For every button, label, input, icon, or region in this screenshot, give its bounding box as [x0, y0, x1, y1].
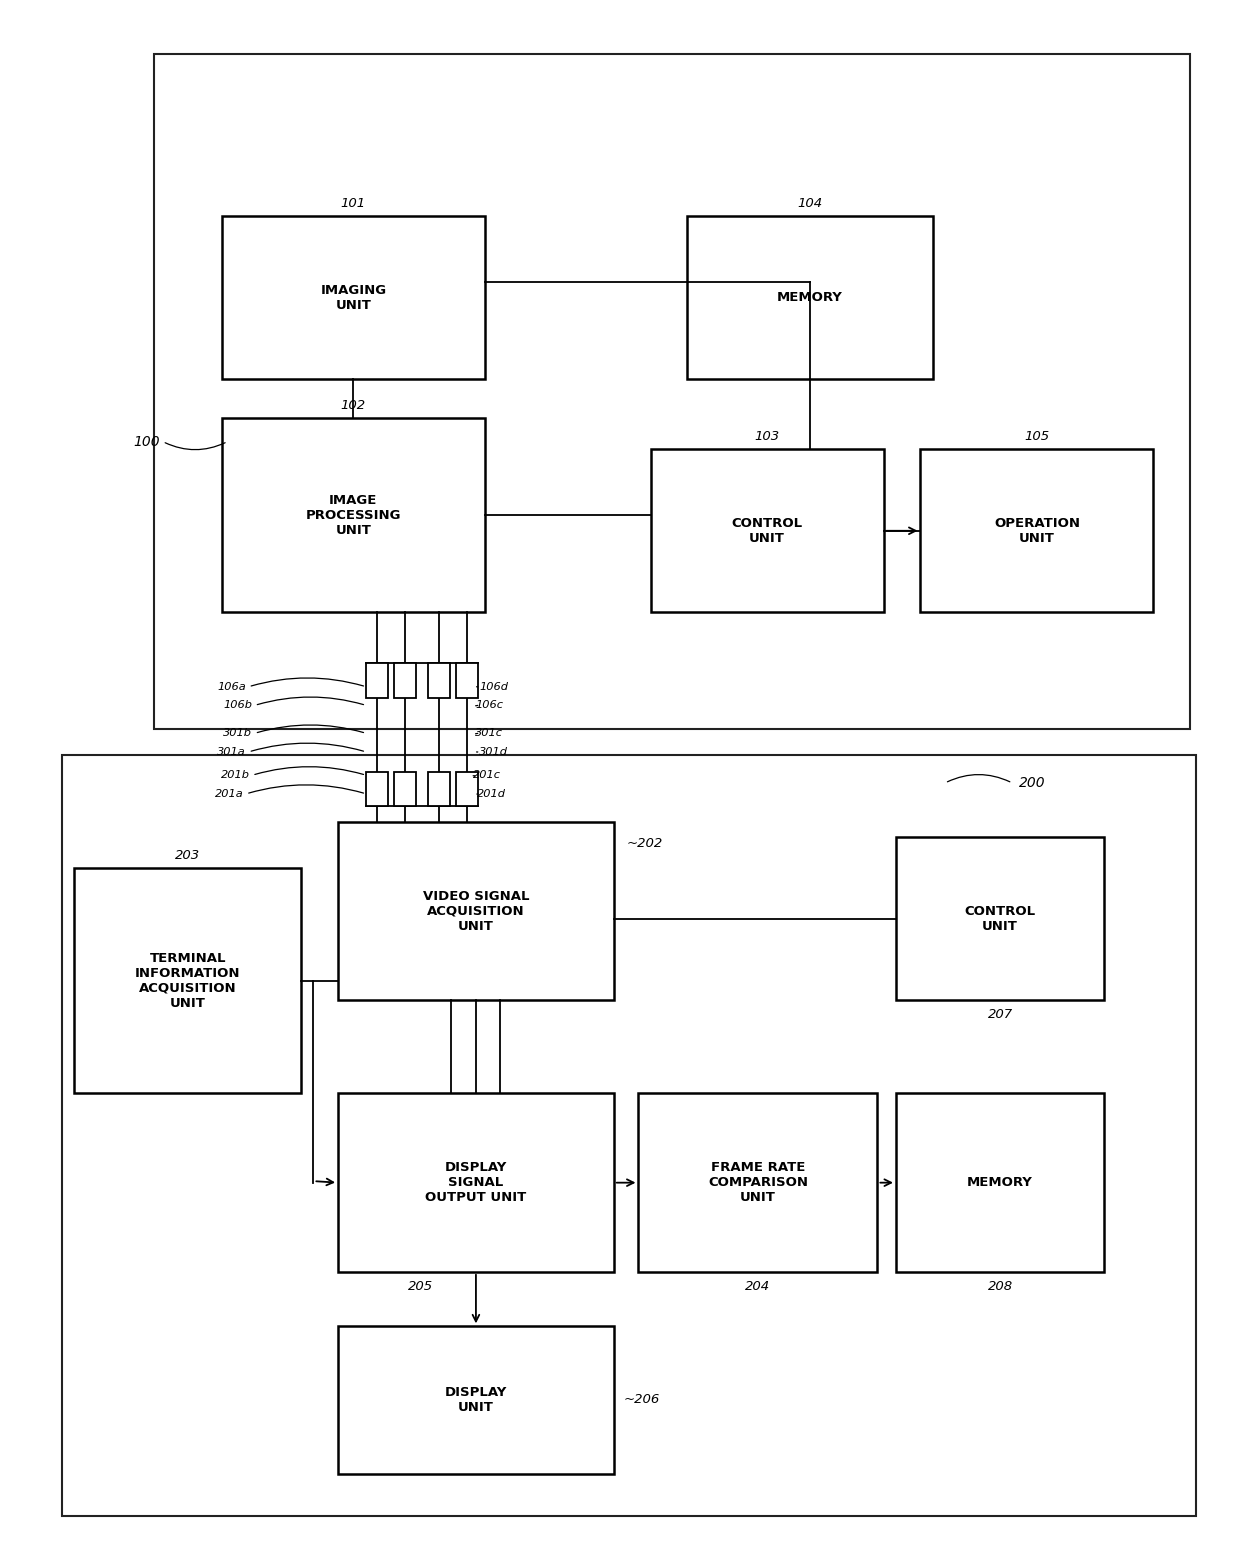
Text: 201d: 201d [476, 789, 506, 799]
Text: 205: 205 [408, 1279, 433, 1292]
Text: IMAGE
PROCESSING
UNIT: IMAGE PROCESSING UNIT [305, 493, 401, 537]
Text: 301a: 301a [217, 747, 246, 756]
Text: 200: 200 [1018, 777, 1045, 789]
Text: MEMORY: MEMORY [967, 1176, 1033, 1189]
Text: OPERATION
UNIT: OPERATION UNIT [994, 517, 1080, 545]
Bar [895, 838, 1105, 1001]
Text: MEMORY: MEMORY [777, 291, 843, 304]
Text: IMAGING
UNIT: IMAGING UNIT [320, 283, 387, 312]
FancyArrowPatch shape [165, 443, 226, 449]
Text: CONTROL
UNIT: CONTROL UNIT [965, 905, 1035, 933]
Bar [428, 664, 450, 697]
Text: 102: 102 [341, 399, 366, 412]
Bar [651, 449, 884, 612]
FancyArrowPatch shape [947, 775, 1009, 781]
Bar [62, 755, 1197, 1516]
Text: FRAME RATE
COMPARISON
UNIT: FRAME RATE COMPARISON UNIT [708, 1160, 808, 1204]
Bar [339, 822, 614, 1001]
FancyArrowPatch shape [252, 744, 363, 752]
Text: 301b: 301b [223, 728, 252, 738]
Text: 201b: 201b [221, 770, 249, 780]
Text: 207: 207 [987, 1009, 1013, 1021]
Text: 105: 105 [1024, 431, 1049, 443]
Bar [394, 664, 417, 697]
Bar [456, 664, 477, 697]
Text: TERMINAL
INFORMATION
ACQUISITION
UNIT: TERMINAL INFORMATION ACQUISITION UNIT [135, 952, 241, 1010]
Text: 301d: 301d [479, 747, 508, 756]
Text: 104: 104 [797, 197, 822, 210]
Text: 106a: 106a [217, 681, 246, 692]
Text: 106d: 106d [479, 681, 508, 692]
Text: DISPLAY
SIGNAL
OUTPUT UNIT: DISPLAY SIGNAL OUTPUT UNIT [425, 1160, 527, 1204]
Bar [456, 772, 477, 806]
Text: 203: 203 [175, 849, 201, 863]
Bar [687, 216, 932, 379]
Bar [428, 772, 450, 806]
Text: 103: 103 [755, 431, 780, 443]
Text: 201c: 201c [472, 770, 501, 780]
Text: 201a: 201a [215, 789, 243, 799]
Text: ~206: ~206 [624, 1394, 660, 1406]
Bar [639, 1093, 878, 1272]
FancyArrowPatch shape [257, 697, 363, 705]
Bar [394, 772, 417, 806]
Text: 106b: 106b [223, 700, 252, 711]
Text: VIDEO SIGNAL
ACQUISITION
UNIT: VIDEO SIGNAL ACQUISITION UNIT [423, 889, 529, 932]
Bar [920, 449, 1153, 612]
FancyArrowPatch shape [252, 678, 363, 686]
FancyArrowPatch shape [255, 767, 363, 775]
Text: 204: 204 [745, 1279, 770, 1292]
Bar [222, 216, 485, 379]
FancyArrowPatch shape [257, 725, 363, 733]
FancyArrowPatch shape [249, 785, 363, 792]
Text: 106c: 106c [475, 700, 503, 711]
Text: 100: 100 [134, 434, 160, 448]
Text: 101: 101 [341, 197, 366, 210]
Bar [366, 664, 388, 697]
Bar [154, 53, 1190, 728]
Bar [339, 1093, 614, 1272]
Bar [339, 1326, 614, 1474]
Bar [74, 869, 301, 1093]
Bar [222, 418, 485, 612]
Bar [366, 772, 388, 806]
Text: 301c: 301c [475, 728, 503, 738]
Text: ~202: ~202 [626, 838, 662, 850]
Text: DISPLAY
UNIT: DISPLAY UNIT [445, 1386, 507, 1414]
Bar [895, 1093, 1105, 1272]
Text: CONTROL
UNIT: CONTROL UNIT [732, 517, 802, 545]
Text: 208: 208 [987, 1279, 1013, 1292]
